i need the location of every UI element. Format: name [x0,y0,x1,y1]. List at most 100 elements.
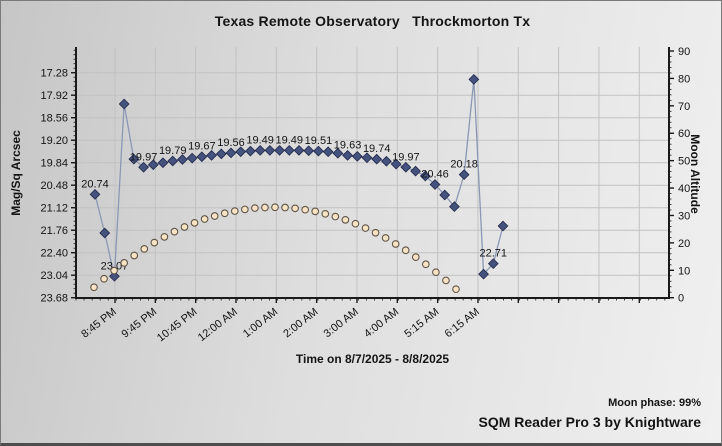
sqm-point [206,149,217,161]
moon-point [442,276,450,285]
y-axis-label-right: Moon Altitude [688,134,702,214]
moon-point [100,274,108,283]
sqm-point [342,149,353,161]
y-axis-label-left: Mag/Sq Arcsec [9,130,23,216]
moon-point [371,228,380,237]
point-label: 20.18 [450,159,478,171]
sqm-point [332,147,344,159]
point-label: 20.74 [81,178,109,190]
sqm-point [322,146,334,158]
sqm-point [419,170,431,182]
sqm-point [449,201,460,213]
y-right-tick-label: 90 [678,46,690,58]
sqm-point [99,227,111,239]
sqm-point [293,145,305,156]
moon-point [90,283,98,292]
sqm-point [157,157,169,169]
sqm-point [147,159,159,171]
sqm-point [138,161,149,173]
sqm-point [371,153,383,165]
point-label: 19.51 [305,135,333,147]
x-tick-label: 12:00 AM [196,306,240,344]
sqm-point [186,152,198,164]
y-right-tick-label: 40 [678,183,690,195]
y-left-tick-label: 20.48 [40,180,68,192]
sqm-point [245,145,256,157]
moon-point [251,204,259,212]
sqm-point [283,145,295,156]
moon-point [190,219,199,227]
moon-point [220,209,229,218]
moon-point [271,203,279,212]
moon-point [110,266,118,275]
x-tick-label: 5:15 AM [402,306,441,340]
x-tick-label: 3:00 AM [322,306,361,340]
sqm-point [109,270,120,282]
point-label: 20.46 [421,168,449,180]
sqm-point [361,152,373,164]
sqm-point [274,145,285,156]
sqm-point [235,146,247,158]
moon-point [301,205,310,214]
point-label: 19.49 [246,134,274,146]
axis-tick-labels: 17.28 17.92 18.56 19.20 19.84 20.48 21.12 21.76… [40,46,690,344]
y-left-tick-label: 23.04 [40,270,68,282]
sqm-point [89,188,101,200]
gridlines [76,47,669,299]
y-left-tick-label: 19.20 [40,135,68,147]
moon-point [452,285,460,294]
moon-point [331,212,340,221]
sqm-point [468,74,480,85]
sqm-point [177,154,188,165]
moon-point [381,234,390,242]
sqm-point [254,145,266,156]
x-tick-label: 6:15 AM [443,306,482,340]
moon-point [140,245,149,253]
sqm-point [313,145,324,157]
sqm-point [390,158,402,170]
y-right-tick-label: 60 [678,128,690,140]
y-right-tick-label: 20 [678,238,690,250]
y-right-tick-label: 30 [678,210,690,222]
sqm-point [351,150,363,162]
moon-point [391,240,400,248]
sqm-point [381,155,392,167]
series [89,74,509,282]
sqm-point [167,155,179,167]
moon-point [240,205,249,214]
moon-point [120,259,129,267]
sqm-point [487,258,499,269]
moon-point [150,238,159,247]
x-tick-label: 1:00 AM [241,306,280,340]
y-right-tick-label: 50 [678,156,690,168]
moon-phase-text: Moon phase: 99% [608,397,701,409]
moon-point [261,203,269,212]
point-label: 19.97 [392,151,420,163]
axis-ticks [71,49,674,303]
x-tick-label: 9:45 PM [120,306,160,341]
x-tick-label: 8:45 PM [79,306,119,341]
moon-point [421,260,430,269]
moon-point [401,246,410,255]
moon-point [432,268,440,277]
y-left-tick-label: 17.28 [40,68,68,80]
moon-point [411,253,420,261]
y-right-tick-label: 0 [678,293,684,305]
moon-series [90,203,460,294]
chart-title: Texas Remote Observatory Throckmorton Tx [214,13,531,29]
x-tick-label: 4:00 AM [362,306,401,340]
point-label: 19.74 [363,143,391,155]
moon-point [230,207,239,215]
y-left-tick-label: 18.56 [40,113,68,125]
moon-point [321,209,330,218]
y-left-tick-label: 23.68 [40,293,68,305]
x-axis-title: Time on 8/7/2025 - 8/8/2025 [295,352,450,366]
moon-point [291,204,299,213]
point-label: 19.49 [276,134,304,146]
sqm-point [128,153,140,165]
sqm-point [497,220,509,232]
y-left-tick-label: 21.76 [40,225,68,237]
